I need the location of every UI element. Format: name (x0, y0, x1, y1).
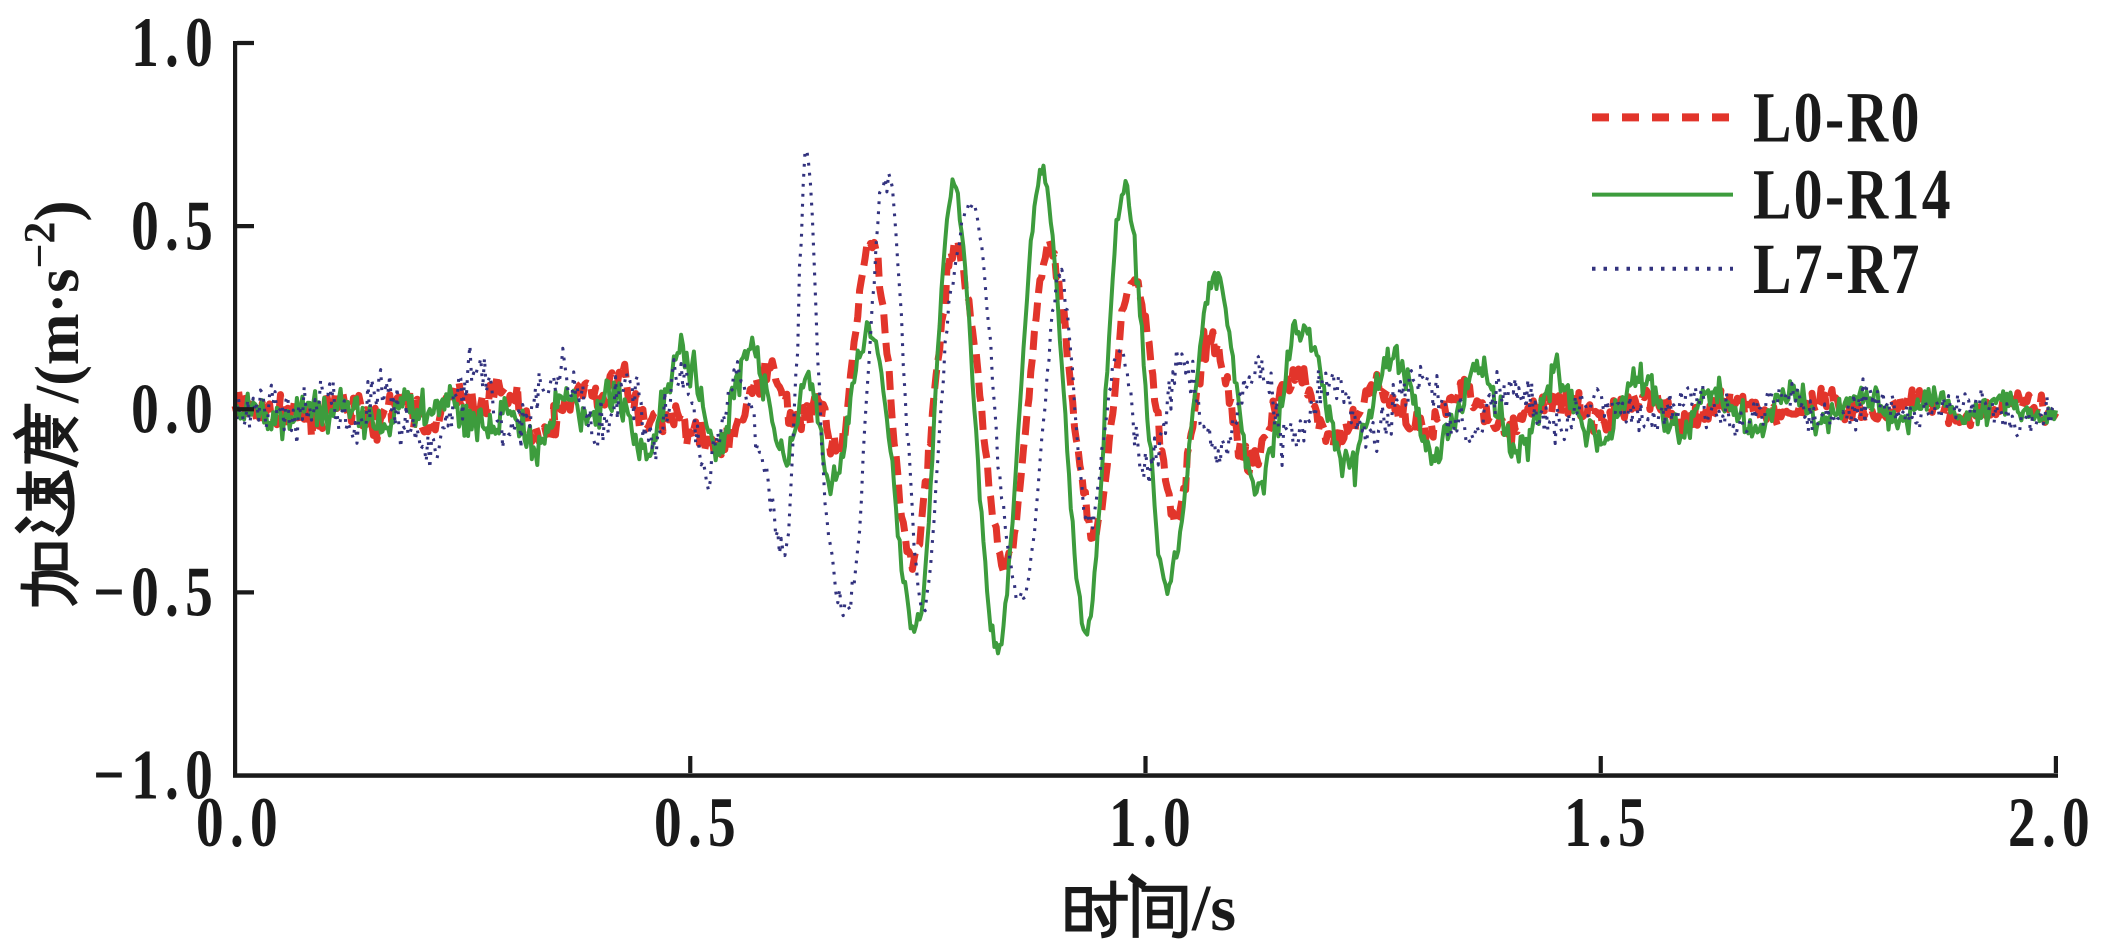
svg-text:L7-R7: L7-R7 (1753, 230, 1922, 310)
svg-text:−1.0: −1.0 (93, 735, 219, 814)
svg-text:0.5: 0.5 (654, 782, 742, 861)
svg-text:1.0: 1.0 (131, 3, 219, 82)
svg-text:1.5: 1.5 (1564, 782, 1652, 861)
svg-text:L0-R14: L0-R14 (1753, 156, 1953, 236)
svg-text:0.5: 0.5 (131, 186, 219, 265)
svg-text:L0-R0: L0-R0 (1753, 78, 1922, 158)
svg-text:0.0: 0.0 (131, 369, 219, 448)
svg-text:1.0: 1.0 (1109, 782, 1197, 861)
svg-text:/(m·s−2): /(m·s−2) (15, 200, 92, 404)
svg-text:−0.5: −0.5 (93, 552, 219, 631)
svg-text:0.0: 0.0 (196, 782, 284, 861)
svg-text:2.0: 2.0 (2008, 782, 2096, 861)
svg-text:/s: /s (1191, 872, 1236, 945)
